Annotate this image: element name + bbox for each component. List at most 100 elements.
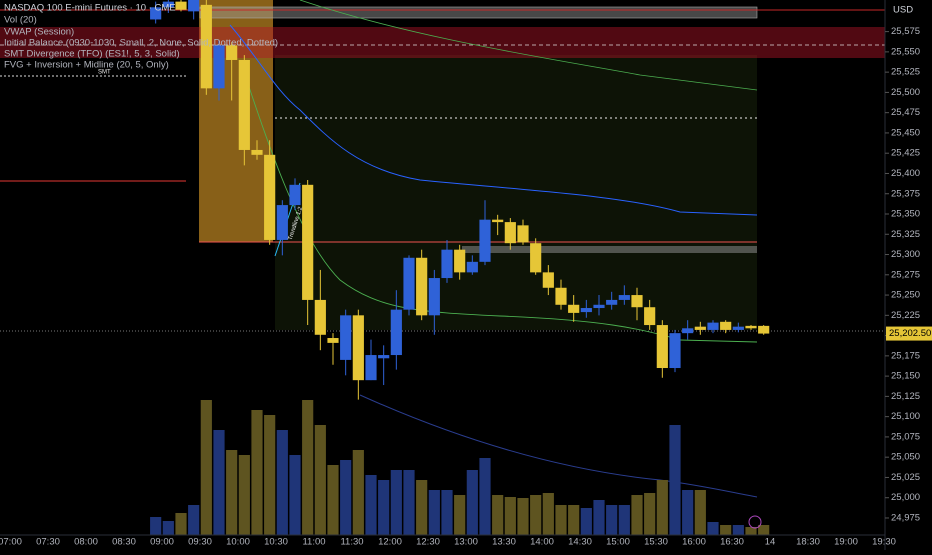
sma-line-upper	[299, 0, 758, 91]
candle-body	[682, 328, 694, 334]
indicator-label: SMT Divergence (TFO) (ES1!, 5, 3, Solid)	[4, 49, 180, 60]
y-tick-label: 25,100	[891, 411, 920, 422]
currency-label: USD	[893, 5, 913, 16]
volume-bar	[416, 480, 428, 535]
candle-body	[340, 315, 352, 360]
x-tick-label: 08:00	[74, 537, 98, 548]
alert-icon[interactable]	[748, 515, 762, 529]
y-tick-label: 25,425	[891, 148, 920, 159]
candle-body	[631, 295, 643, 308]
volume-bar	[340, 460, 352, 535]
x-tick-label: 19:30	[872, 537, 896, 548]
volume-bar	[200, 400, 212, 535]
candle-body	[758, 325, 770, 334]
candle-body	[732, 326, 744, 330]
volume-bar	[555, 505, 567, 535]
candle-body	[289, 184, 301, 206]
x-tick-label: 12:00	[378, 537, 402, 548]
candle-pane	[150, 0, 770, 400]
candle-body	[492, 219, 504, 223]
volume-bar	[251, 410, 263, 535]
candle-body	[606, 299, 618, 305]
volume-bar	[175, 513, 187, 535]
volume-bar	[327, 465, 339, 535]
candle-body	[403, 257, 415, 310]
x-tick-label: 12:30	[416, 537, 440, 548]
volume-bar	[682, 490, 694, 535]
y-tick-label: 25,375	[891, 188, 920, 199]
candle-body	[745, 325, 757, 329]
candle-body	[188, 0, 200, 12]
volume-bar	[302, 400, 314, 535]
volume-bar	[758, 525, 770, 535]
volume-bar	[593, 500, 605, 535]
volume-pane	[150, 400, 770, 535]
x-tick-label: 13:00	[454, 537, 478, 548]
y-tick-label: 25,175	[891, 350, 920, 361]
y-tick-label: 25,075	[891, 431, 920, 442]
volume-bar	[580, 508, 592, 535]
candle-body	[378, 355, 390, 359]
volume-bar	[390, 470, 402, 535]
candle-body	[226, 45, 238, 60]
vwap-line	[229, 24, 758, 216]
candle-body	[555, 287, 567, 305]
candle-body	[504, 222, 516, 244]
candle-body	[314, 299, 326, 335]
chart-title: NASDAQ 100 E-mini Futures · 10 · CME	[4, 3, 176, 14]
candle-body	[479, 219, 491, 262]
x-tick-label: 07:30	[36, 537, 60, 548]
candle-body	[390, 309, 402, 356]
candle-body	[694, 326, 706, 330]
candle-body	[568, 304, 580, 313]
x-tick-label: 10:30	[264, 537, 288, 548]
candle-body	[618, 295, 630, 300]
volume-bar	[707, 522, 719, 535]
volume-bar	[504, 497, 516, 535]
candle-body	[428, 278, 440, 316]
y-tick-label: 25,500	[891, 87, 920, 98]
x-tick-label: 15:30	[644, 537, 668, 548]
candle-body	[542, 272, 554, 288]
candle-body	[530, 243, 542, 273]
candle-body	[162, 1, 174, 8]
x-tick-label: 13:30	[492, 537, 516, 548]
y-tick-label: 25,050	[891, 452, 920, 463]
fvg-zone	[275, 55, 757, 330]
candle-body	[720, 321, 732, 330]
volume-bar	[745, 527, 757, 535]
y-tick-label: 25,300	[891, 249, 920, 260]
y-axis: 25,575 25,550 25,525 25,500 25,475 25,450 25,4…	[885, 26, 932, 523]
y-tick-label: 25,400	[891, 168, 920, 179]
volume-bar	[289, 455, 301, 535]
candle-body	[644, 307, 656, 326]
volume-bar	[162, 521, 174, 535]
volume-bar	[352, 450, 364, 535]
volume-bar	[264, 415, 276, 535]
volume-bar	[428, 490, 440, 535]
candle-body	[466, 261, 478, 273]
volume-bar	[618, 505, 630, 535]
x-tick-label: 11:00	[302, 537, 325, 548]
candle-body	[454, 249, 466, 273]
x-tick-label: 09:00	[150, 537, 174, 548]
volume-bar	[226, 450, 238, 535]
candle-body	[352, 315, 364, 381]
x-tick-label: 15:00	[606, 537, 630, 548]
y-tick-label: 25,250	[891, 290, 920, 301]
volume-bar	[694, 490, 706, 535]
volume-bar	[454, 495, 466, 535]
indicator-label: Vol (20)	[4, 15, 37, 26]
x-tick-label: 07:00	[0, 537, 22, 548]
y-tick-label: 25,275	[891, 269, 920, 280]
indicator-label: FVG + Inversion + Midline (20, 5, Only)	[4, 60, 169, 71]
candle-body	[707, 322, 719, 330]
volume-bar	[314, 425, 326, 535]
volume-bar	[213, 430, 225, 535]
volume-bar	[720, 525, 732, 535]
y-tick-label: 25,575	[891, 26, 920, 37]
volume-bar	[378, 480, 390, 535]
volume-bar	[644, 493, 656, 535]
